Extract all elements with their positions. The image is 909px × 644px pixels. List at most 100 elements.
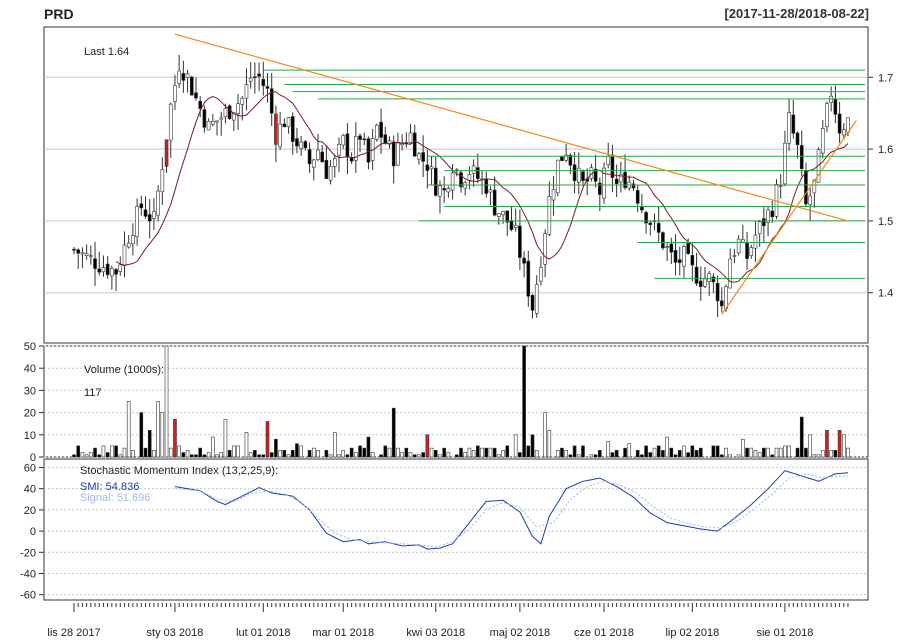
volume-bar <box>576 454 581 458</box>
candle-body <box>694 266 699 284</box>
candle-body <box>648 222 653 225</box>
candle-body <box>156 190 160 216</box>
candle-body <box>101 267 106 273</box>
volume-bar <box>211 436 215 458</box>
volume-bar <box>812 454 817 458</box>
candle-body <box>118 264 123 272</box>
volume-bar <box>652 447 657 458</box>
price-tick-label: 1.4 <box>878 288 893 300</box>
candle-body <box>720 300 724 307</box>
candle-body <box>446 188 451 193</box>
volume-bar <box>841 434 846 458</box>
smi-tick-label: -60 <box>20 590 36 602</box>
volume-bar <box>656 445 661 458</box>
candle-body <box>471 165 476 174</box>
candle-body <box>164 139 169 167</box>
volume-bar <box>383 445 388 458</box>
signal-line <box>174 473 848 548</box>
candle-body <box>770 210 775 218</box>
volume-bar <box>488 447 493 458</box>
volume-bar <box>349 447 354 458</box>
volume-bar <box>438 454 442 458</box>
candle-body <box>429 166 434 170</box>
candle-body <box>829 95 833 103</box>
candle-body <box>97 268 102 273</box>
x-tick-label: cze 01 2018 <box>574 627 634 639</box>
candle-body <box>274 113 278 145</box>
candle-body <box>488 189 493 193</box>
candle-body <box>476 167 480 179</box>
candle-body <box>236 103 240 114</box>
candle-body <box>791 114 796 134</box>
candle-body <box>80 252 85 255</box>
candle-body <box>614 178 619 184</box>
volume-bar <box>623 447 627 458</box>
volume-bar <box>505 445 510 458</box>
candle-body <box>602 167 606 199</box>
smi-tick-label: 0 <box>30 526 36 538</box>
volume-bar <box>560 447 564 458</box>
candle-body <box>396 142 400 166</box>
volume-bar <box>572 445 577 458</box>
candle-body <box>345 133 350 158</box>
candle-body <box>232 112 236 121</box>
volume-bar <box>459 447 463 458</box>
candle-body <box>227 105 232 120</box>
candle-body <box>576 167 581 183</box>
smi-tick-label: -40 <box>20 568 36 580</box>
volume-bar <box>829 450 833 458</box>
volume-bar <box>774 447 779 458</box>
volume-bar <box>122 447 127 458</box>
volume-bar <box>476 445 480 458</box>
volume-bar <box>837 430 842 458</box>
volume-bar <box>593 454 598 458</box>
volume-bar <box>198 447 202 458</box>
candle-body <box>269 88 274 114</box>
volume-bar <box>282 450 287 458</box>
candle-body <box>778 185 783 187</box>
candle-body <box>555 159 560 194</box>
candle-body <box>93 258 97 269</box>
candle-body <box>572 164 577 182</box>
candle-body <box>324 159 329 179</box>
volume-bar <box>467 447 472 458</box>
candle-body <box>450 172 455 191</box>
candle-body <box>669 243 674 253</box>
volume-bar <box>311 447 316 458</box>
volume-bar <box>391 407 396 458</box>
volume-bar <box>766 447 770 458</box>
volume-bar <box>257 454 261 458</box>
candle-body <box>564 154 568 161</box>
volume-bar <box>640 454 644 458</box>
smi-title: Stochastic Momentum Index (13,2,25,9): <box>80 465 278 477</box>
candle-body <box>530 295 535 311</box>
candle-body <box>787 112 791 144</box>
volume-bar <box>337 454 341 458</box>
volume-bar <box>362 447 367 458</box>
volume-bar <box>598 450 602 458</box>
volume-bar <box>547 430 552 458</box>
candle-body <box>412 132 417 157</box>
candle-body <box>656 222 661 233</box>
candle-body <box>122 244 127 266</box>
candle-body <box>135 206 139 238</box>
candle-body <box>152 211 156 219</box>
volume-tick-label: 50 <box>24 341 36 353</box>
volume-bar <box>333 432 337 458</box>
candle-body <box>320 151 324 163</box>
volume-bar <box>484 447 489 458</box>
candle-body <box>173 85 177 102</box>
candle-body <box>211 120 215 125</box>
volume-bar <box>606 441 611 458</box>
volume-bar <box>152 450 156 458</box>
volume-bar <box>290 450 295 458</box>
smi-tick-label: 40 <box>24 484 36 496</box>
volume-bar <box>661 450 665 458</box>
candle-body <box>501 210 505 216</box>
candle-body <box>804 170 808 205</box>
volume-bar <box>248 452 253 458</box>
candle-body <box>505 210 510 223</box>
volume-bar <box>816 454 821 458</box>
volume-tick-label: 20 <box>24 408 36 420</box>
candle-body <box>711 276 716 283</box>
